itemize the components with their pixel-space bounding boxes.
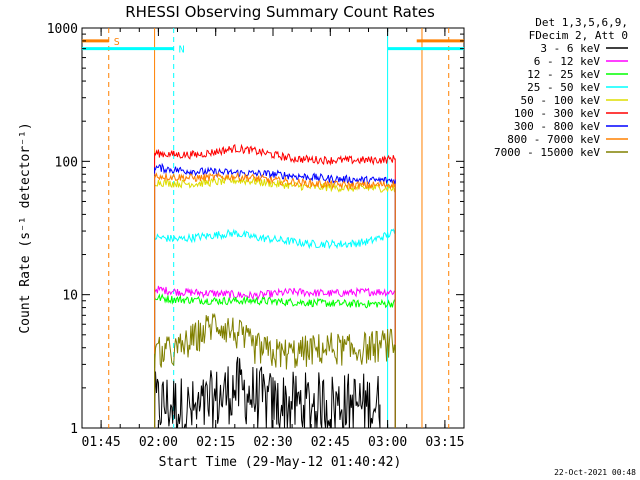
x-tick-label: 02:30 [253,435,292,450]
legend: Det 1,3,5,6,9, FDecim 2, Att 0 3 - 6 keV… [494,16,628,159]
y-axis-label: Count Rate (s⁻¹ detector⁻¹) [18,122,33,333]
legend-label: 3 - 6 keV [540,42,600,55]
x-tick-label: 02:15 [196,435,235,450]
series-line [154,143,396,166]
series-line [154,162,396,186]
marker-label: N [179,45,185,56]
x-axis: 01:45 02:00 02:15 02:30 02:45 03:00 03:15 [81,28,465,450]
series-line [154,285,396,302]
legend-label: 6 - 12 keV [534,55,601,68]
series-line [154,228,396,250]
legend-label: 12 - 25 keV [527,68,600,81]
x-tick-label: 01:45 [82,435,121,450]
x-tick-label: 02:00 [139,435,178,450]
footer-date: 22-Oct-2021 00:48 [554,468,636,477]
legend-label: 800 - 7000 keV [507,133,600,146]
y-tick-label: 100 [55,155,78,170]
x-tick-label: 02:45 [311,435,350,450]
legend-label: 7000 - 15000 keV [494,146,600,159]
series-group [154,143,396,429]
y-tick-label: 1000 [47,22,78,37]
plot-frame [81,27,465,429]
x-axis-label: Start Time (29-May-12 01:40:42) [159,455,402,470]
y-axis: 1 10 100 1000 [47,22,464,437]
interval-markers: SN [82,28,464,428]
plot-area: SN 01:45 02:00 02:15 02:30 02:45 03:00 03:15 1… [47,22,465,450]
legend-header-1: Det 1,3,5,6,9, [535,16,628,29]
legend-label: 100 - 300 keV [514,107,600,120]
series-line [154,312,396,370]
y-tick-label: 1 [70,422,78,437]
series-line [154,171,396,191]
series-line [154,356,381,429]
series-line [154,293,396,309]
legend-label: 50 - 100 keV [521,94,601,107]
legend-label: 25 - 50 keV [527,81,600,94]
y-tick-label: 10 [62,289,78,304]
x-tick-label: 03:00 [368,435,407,450]
legend-header-2: FDecim 2, Att 0 [529,29,628,42]
chart-title: RHESSI Observing Summary Count Rates [125,3,435,21]
marker-label: S [114,37,120,48]
legend-label: 300 - 800 keV [514,120,600,133]
x-tick-label: 03:15 [425,435,464,450]
